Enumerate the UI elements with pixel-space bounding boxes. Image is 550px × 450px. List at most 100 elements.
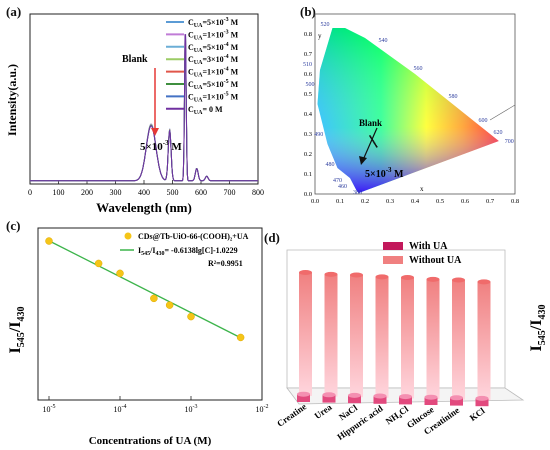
- bar-top-with-ua: [322, 392, 336, 398]
- legend-label: CUA=5×10-4 M: [188, 42, 239, 54]
- data-point: [165, 301, 174, 309]
- fit-line: [47, 239, 243, 340]
- bar-with-ua: [297, 394, 310, 402]
- legend-swatch-without: [383, 256, 403, 264]
- panel-label-b: (b): [300, 4, 316, 19]
- cie-blank-label: Blank: [359, 118, 382, 128]
- legend-label-without: Without UA: [409, 255, 462, 266]
- bar-top-with-ua: [373, 393, 387, 399]
- selectivity-chart: With UA Without UA I545/I430 Creatine Ure…: [275, 241, 548, 442]
- legend-label: CUA=1×10-5 M: [188, 91, 239, 103]
- bar-top-with-ua: [424, 394, 438, 400]
- x-tick-label: 800: [252, 188, 264, 197]
- x-tick-label: 100: [53, 188, 65, 197]
- bar-top-without-ua: [299, 270, 312, 275]
- cie-point: [375, 145, 378, 148]
- cie-x-axis-label: x: [420, 185, 424, 193]
- bar-top-without-ua: [324, 271, 338, 277]
- bar-top-without-ua: [477, 279, 491, 285]
- x-tick-label: 300: [110, 188, 122, 197]
- category-label: KCl: [468, 405, 487, 423]
- data-point: [150, 294, 158, 303]
- blank-annotation: Blank: [122, 54, 148, 65]
- legend-label: CUA=1×10-4 M: [188, 67, 239, 79]
- cie-x-tick: 0.3: [386, 198, 394, 205]
- cie-y-tick: 0.4: [304, 111, 313, 118]
- data-point: [45, 237, 53, 245]
- back-wall: [286, 249, 506, 389]
- bar-with-ua: [348, 395, 361, 404]
- x-tick-label-c: 10-4: [113, 404, 126, 414]
- bar-top-with-ua: [297, 391, 310, 397]
- cie-y-tick: 0.5: [304, 91, 312, 98]
- bar-with-ua: [424, 397, 438, 405]
- bar-top-without-ua: [426, 276, 440, 282]
- wavelength-label: 380: [353, 190, 362, 196]
- x-tick-label: 0: [28, 188, 32, 197]
- cie-x-tick: 0.4: [411, 198, 420, 205]
- wavelength-label: 460: [338, 184, 347, 190]
- bar-top-with-ua: [450, 395, 463, 401]
- wavelength-label: 560: [414, 66, 423, 72]
- cie-y-tick: 0.0: [304, 191, 312, 198]
- y-axis-title-d: I545/I430: [528, 305, 548, 352]
- cie-y-tick: 0.8: [304, 31, 312, 38]
- wavelength-label: 500: [306, 82, 315, 88]
- emission-spectra-chart: 0 100 200 300 400 500 600 700 800 Intensity(a.u.…: [5, 13, 264, 215]
- bar-without-ua: [324, 274, 338, 397]
- calibration-chart: 10-5 10-4 10-3 10-2 I545/I430 Concentration…: [7, 227, 269, 447]
- cie-x-tick: 0.2: [361, 198, 369, 205]
- y-axis-title: Intensity(a.u.): [5, 64, 19, 136]
- cie-x-tick: 0.8: [511, 198, 519, 205]
- x-tick-label: 200: [81, 188, 93, 197]
- bar-top-without-ua: [401, 275, 414, 280]
- plot-frame: [29, 13, 259, 185]
- legend-label-fit: I545/I430= -0.6138lg[C]-1.0229: [138, 246, 238, 257]
- legend-label-points: CDs@Tb-UiO-66-(COOH)₂+UA: [138, 232, 249, 241]
- x-tick-label: 400: [138, 188, 150, 197]
- wavelength-label: 490: [314, 132, 323, 138]
- spectrum-line: [30, 34, 258, 182]
- legend-label: CUA=1×10-3 M: [188, 29, 239, 41]
- cie-x-tick: 0.1: [336, 198, 344, 205]
- cie-y-tick: 0.7: [304, 51, 313, 58]
- data-point: [94, 259, 103, 268]
- bar-without-ua: [401, 277, 414, 399]
- wavelength-label: 510: [303, 62, 312, 68]
- bar-with-ua: [399, 396, 412, 405]
- cie-y-tick: 0.1: [304, 171, 312, 178]
- category-label: Urea: [312, 402, 334, 421]
- concentration-annotation: 5×10-3 M: [140, 139, 182, 153]
- x-tick-label-c: 10-5: [42, 404, 55, 414]
- wavelength-label: 540: [379, 38, 388, 44]
- wavelength-label: 620: [494, 130, 503, 136]
- wavelength-label: 700: [505, 139, 514, 145]
- panel-label-c: (c): [6, 218, 21, 233]
- legend-marker-points: [124, 232, 132, 240]
- legend-label: CUA=3×10-4 M: [188, 54, 239, 66]
- bar-with-ua: [322, 394, 336, 403]
- plot-frame-c: [37, 227, 263, 401]
- wavelength-label: 600: [479, 118, 488, 124]
- cie-x-tick: 0.6: [461, 198, 470, 205]
- bar-top-without-ua: [350, 272, 363, 278]
- trend-arrowhead: [151, 128, 159, 136]
- x-tick-label: 600: [195, 188, 207, 197]
- cie-arrow: [362, 127, 378, 161]
- legend-label: CUA= 0 M: [188, 105, 223, 116]
- bar-top-with-ua: [348, 392, 361, 398]
- x-axis-title-c: Concentrations of UA (M): [89, 435, 212, 447]
- bar-without-ua: [426, 279, 440, 399]
- panel-label-a: (a): [6, 4, 22, 19]
- bar-top-without-ua: [452, 277, 465, 283]
- legend-label: CUA=5×10-3 M: [188, 17, 239, 29]
- cie-y-tick: 0.3: [304, 131, 312, 138]
- bar-without-ua: [350, 275, 363, 398]
- bar-top-without-ua: [375, 274, 389, 280]
- data-point: [187, 312, 195, 321]
- bar-top-with-ua: [475, 395, 489, 401]
- wavelength-label: 520: [321, 22, 330, 28]
- cie-y-axis-label: y: [318, 32, 322, 40]
- legend-label: CUA=5×10-5 M: [188, 79, 239, 91]
- panel-label-d: (d): [264, 230, 280, 245]
